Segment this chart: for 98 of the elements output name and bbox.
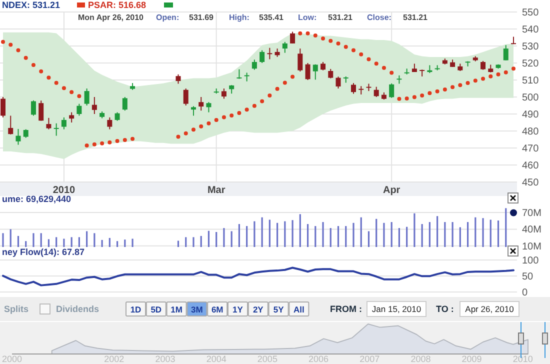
annotation: Open:	[156, 13, 180, 22]
annotation: High:	[229, 13, 250, 22]
text: PSAR: 516.68	[88, 0, 146, 10]
range-button: 5Y	[268, 302, 289, 316]
candlestick	[76, 103, 82, 116]
date-field: Apr 26, 2010	[460, 301, 520, 317]
y-tick-label: 70M	[522, 208, 542, 220]
annotation: 531.21	[328, 13, 354, 22]
y-tick-label: 10M	[522, 241, 542, 252]
y-tick-label: 40M	[522, 224, 542, 236]
range-button: 1D	[126, 302, 146, 316]
candlestick	[0, 96, 6, 118]
range-button: 2Y	[248, 302, 268, 316]
y-tick-label: 460	[522, 160, 540, 172]
y-tick-label: 100	[522, 256, 540, 266]
candlestick	[206, 102, 212, 113]
candlestick	[46, 117, 52, 130]
candlestick	[190, 106, 196, 116]
range-button: 1M	[166, 302, 187, 316]
range-button: 1Y	[228, 302, 248, 316]
candlestick	[267, 47, 272, 60]
annotation: 535.41	[259, 13, 284, 22]
candlestick	[328, 68, 334, 79]
candlestick	[54, 122, 59, 136]
candlestick	[350, 82, 356, 94]
candlestick	[221, 88, 226, 100]
range-button: All	[288, 302, 310, 316]
candlestick	[198, 96, 204, 112]
x-tick-label: 2000	[2, 354, 22, 364]
y-tick-label: 540	[522, 24, 540, 36]
annotation: 531.69	[189, 13, 214, 22]
text: Dividends	[56, 304, 100, 314]
candlestick	[374, 86, 379, 98]
y-tick-label: 550	[522, 8, 540, 18]
candlestick	[290, 31, 296, 44]
candlestick	[16, 128, 21, 146]
candlestick	[434, 64, 440, 71]
x-tick-label: 2003	[155, 354, 176, 364]
annotation: 531.21	[403, 13, 428, 22]
candlestick	[84, 88, 90, 106]
text: FROM :	[330, 304, 362, 314]
candlestick	[61, 116, 66, 130]
x-tick-label: 2010	[512, 354, 533, 364]
y-tick-label: 470	[522, 144, 540, 154]
x-tick-label: 2009	[462, 354, 482, 364]
x-tick-label: 2010	[52, 185, 76, 196]
chart-title: ume: 69,629,440	[2, 194, 72, 204]
candlestick	[260, 50, 265, 64]
annotation: Low:	[298, 13, 317, 22]
candlestick	[252, 59, 257, 70]
annotation: Mon Apr 26, 2010	[78, 13, 144, 22]
candlestick	[282, 41, 288, 54]
candlestick	[389, 82, 394, 98]
x-tick-label: 2006	[308, 354, 329, 364]
candlestick	[244, 72, 250, 82]
y-tick-label: 480	[522, 126, 540, 138]
x-tick-label: 2002	[104, 354, 124, 364]
y-tick-label: 490	[522, 110, 540, 120]
x-tick-label: 2007	[360, 354, 380, 364]
candlestick	[176, 74, 181, 84]
x-tick-label: 2005	[257, 354, 278, 364]
y-tick-label: 50	[522, 272, 534, 282]
range-button: 3M	[186, 302, 208, 316]
candlestick	[503, 44, 508, 61]
y-tick-label: 500	[522, 92, 540, 104]
candlestick	[92, 96, 97, 114]
x-tick-label: 2004	[206, 354, 226, 364]
candlestick	[298, 48, 303, 72]
line-series	[2, 266, 514, 286]
text: TO :	[436, 304, 454, 314]
x-tick-label: 2008	[410, 354, 431, 364]
candlestick	[122, 96, 128, 112]
candlestick	[38, 100, 44, 122]
text: NDEX: 531.21	[2, 0, 60, 10]
candlestick	[8, 115, 14, 135]
candlestick	[236, 68, 242, 80]
candlestick	[107, 116, 112, 130]
date-field: Jan 15, 2010	[366, 301, 426, 317]
y-tick-label: 520	[522, 58, 540, 70]
candlestick	[312, 64, 318, 80]
text: Splits	[4, 304, 29, 314]
y-tick-label: 450	[522, 178, 540, 188]
x-tick-label: Mar	[207, 185, 226, 196]
candlestick	[366, 83, 372, 92]
candlestick	[336, 76, 341, 89]
candlestick	[358, 86, 364, 95]
annotation: Close:	[367, 13, 392, 22]
candlestick	[69, 112, 74, 123]
range-button: 6M	[207, 302, 228, 316]
y-tick-label: 530	[522, 42, 540, 52]
y-tick-label: 510	[522, 76, 540, 86]
candlestick	[183, 88, 188, 106]
chart-title: ney Flow(14): 67.87	[2, 247, 85, 257]
candlestick	[30, 100, 36, 116]
range-button: 5D	[146, 302, 166, 316]
candlestick	[305, 62, 310, 80]
y-tick-label: 0	[522, 288, 528, 298]
x-tick-label: Apr	[382, 185, 400, 196]
